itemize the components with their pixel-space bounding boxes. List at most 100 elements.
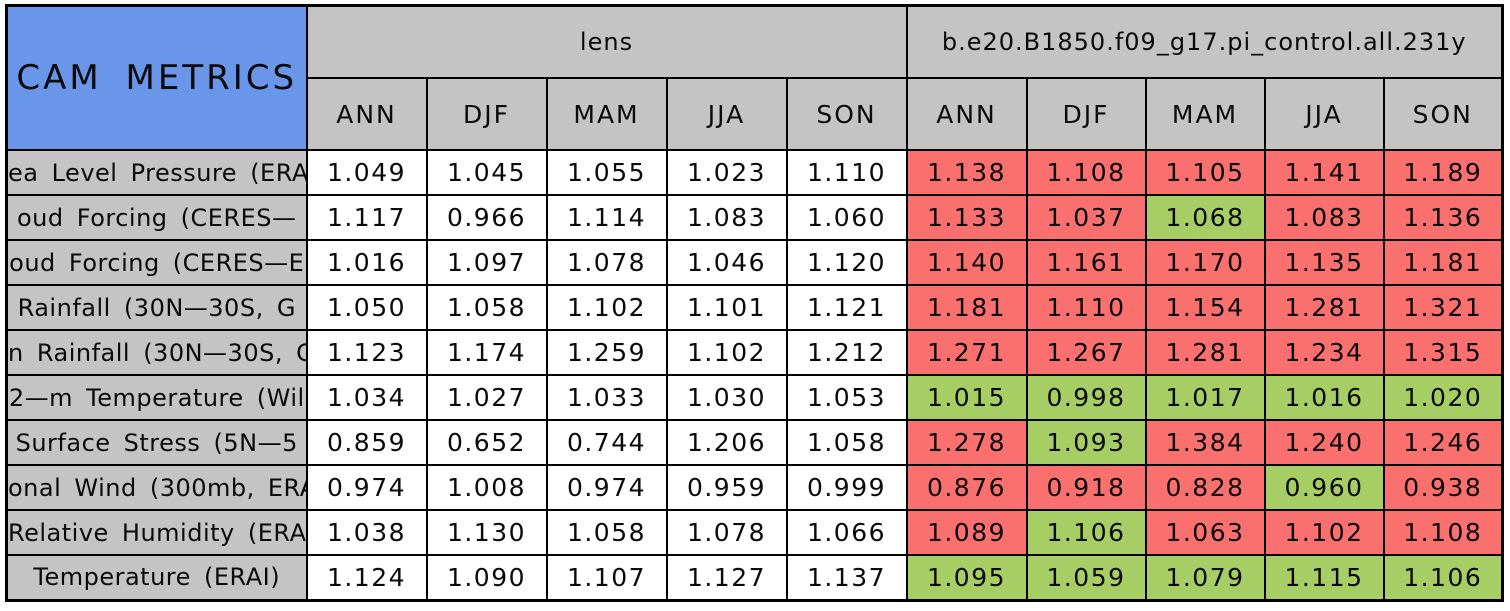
column-header-lens-son: SON (785, 77, 908, 151)
control-value-cell: 1.059 (1025, 554, 1147, 601)
control-value-cell: 0.828 (1144, 464, 1266, 511)
lens-value-cell: 0.974 (545, 464, 668, 511)
lens-value-cell: 1.066 (785, 509, 908, 556)
lens-value-cell: 1.055 (545, 149, 668, 196)
table-row: Temperature (ERAI) 1.124 1.090 1.107 1.127 1.… (5, 554, 1504, 601)
lens-value-cell: 1.053 (785, 374, 908, 421)
lens-value-cell: 1.033 (545, 374, 668, 421)
table-row: n Rainfall (30N—30S, G 1.123 1.174 1.259 1.1… (5, 329, 1504, 376)
control-value-cell: 1.089 (905, 509, 1028, 556)
lens-value-cell: 1.083 (665, 194, 788, 241)
column-header-lens-mam: MAM (545, 77, 668, 151)
control-value-cell: 1.016 (1263, 374, 1385, 421)
cam-metrics-table: CAM METRICS lens b.e20.B1850.f09_g17.pi_… (5, 4, 1504, 602)
control-value-cell: 1.267 (1025, 329, 1147, 376)
lens-value-cell: 1.114 (545, 194, 668, 241)
control-value-cell: 1.271 (905, 329, 1028, 376)
control-value-cell: 1.321 (1382, 284, 1504, 331)
lens-value-cell: 1.034 (305, 374, 428, 421)
control-value-cell: 1.079 (1144, 554, 1266, 601)
column-header-lens-djf: DJF (425, 77, 548, 151)
column-header-control-jja: JJA (1263, 77, 1385, 151)
control-value-cell: 1.181 (1382, 239, 1504, 286)
control-value-cell: 1.063 (1144, 509, 1266, 556)
control-value-cell: 1.189 (1382, 149, 1504, 196)
section-header-row: CAM METRICS lens b.e20.B1850.f09_g17.pi_… (5, 4, 1504, 151)
lens-value-cell: 1.045 (425, 149, 548, 196)
lens-value-cell: 1.121 (785, 284, 908, 331)
control-value-cell: 1.106 (1025, 509, 1147, 556)
control-value-cell: 1.141 (1263, 149, 1385, 196)
lens-value-cell: 1.102 (665, 329, 788, 376)
control-value-cell: 1.133 (905, 194, 1028, 241)
control-value-cell: 0.960 (1263, 464, 1385, 511)
control-value-cell: 1.135 (1263, 239, 1385, 286)
lens-value-cell: 1.110 (785, 149, 908, 196)
control-value-cell: 1.093 (1025, 419, 1147, 466)
lens-value-cell: 1.060 (785, 194, 908, 241)
lens-value-cell: 0.974 (305, 464, 428, 511)
lens-value-cell: 1.107 (545, 554, 668, 601)
lens-value-cell: 1.090 (425, 554, 548, 601)
control-value-cell: 0.876 (905, 464, 1028, 511)
lens-value-cell: 1.102 (545, 284, 668, 331)
lens-value-cell: 1.120 (785, 239, 908, 286)
row-label: Relative Humidity (ERAI (5, 509, 308, 556)
lens-value-cell: 1.206 (665, 419, 788, 466)
lens-value-cell: 1.049 (305, 149, 428, 196)
control-value-cell: 1.017 (1144, 374, 1266, 421)
row-label: Rainfall (30N—30S, G (5, 284, 308, 331)
control-value-cell: 0.998 (1025, 374, 1147, 421)
control-value-cell: 1.240 (1263, 419, 1385, 466)
control-value-cell: 1.384 (1144, 419, 1266, 466)
table-row: ea Level Pressure (ERA 1.049 1.045 1.055 1.0… (5, 149, 1504, 196)
lens-value-cell: 1.058 (425, 284, 548, 331)
lens-value-cell: 1.058 (785, 419, 908, 466)
lens-value-cell: 1.127 (665, 554, 788, 601)
column-header-control-ann: ANN (905, 77, 1028, 151)
season-header-row: ANN DJF MAM JJA SON ANN DJF MAM JJA SON (7, 77, 1504, 151)
lens-value-cell: 1.016 (305, 239, 428, 286)
column-header-control-djf: DJF (1025, 77, 1147, 151)
lens-value-cell: 1.058 (545, 509, 668, 556)
row-label: Surface Stress (5N—5 (5, 419, 308, 466)
control-value-cell: 1.108 (1025, 149, 1147, 196)
control-value-cell: 1.246 (1382, 419, 1504, 466)
lens-value-cell: 0.966 (425, 194, 548, 241)
lens-value-cell: 1.259 (545, 329, 668, 376)
section-header-pi-control: b.e20.B1850.f09_g17.pi_control.all.231y (905, 4, 1504, 79)
table-row: Relative Humidity (ERAI 1.038 1.130 1.058 1.… (5, 509, 1504, 556)
lens-value-cell: 0.959 (665, 464, 788, 511)
row-label: onal Wind (300mb, ERA (5, 464, 308, 511)
lens-value-cell: 1.101 (665, 284, 788, 331)
lens-value-cell: 1.117 (305, 194, 428, 241)
control-value-cell: 1.020 (1382, 374, 1504, 421)
row-label: 2—m Temperature (Wil (5, 374, 308, 421)
control-value-cell: 1.281 (1263, 284, 1385, 331)
control-value-cell: 1.161 (1025, 239, 1147, 286)
control-value-cell: 1.170 (1144, 239, 1266, 286)
row-label: n Rainfall (30N—30S, G (5, 329, 308, 376)
table-row: oud Forcing (CERES—E 1.016 1.097 1.078 1.046… (5, 239, 1504, 286)
lens-value-cell: 1.174 (425, 329, 548, 376)
lens-value-cell: 1.130 (425, 509, 548, 556)
control-value-cell: 1.105 (1144, 149, 1266, 196)
lens-value-cell: 1.078 (545, 239, 668, 286)
lens-value-cell: 1.137 (785, 554, 908, 601)
row-label: oud Forcing (CERES—E (5, 239, 308, 286)
control-value-cell: 1.115 (1263, 554, 1385, 601)
lens-value-cell: 1.046 (665, 239, 788, 286)
column-header-control-son: SON (1382, 77, 1504, 151)
column-header-lens-jja: JJA (665, 77, 788, 151)
lens-value-cell: 0.652 (425, 419, 548, 466)
lens-value-cell: 1.097 (425, 239, 548, 286)
lens-value-cell: 1.212 (785, 329, 908, 376)
table-row: oud Forcing (CERES— 1.117 0.966 1.114 1.083 1… (5, 194, 1504, 241)
control-value-cell: 1.138 (905, 149, 1028, 196)
control-value-cell: 1.181 (905, 284, 1028, 331)
section-header-lens: lens (305, 4, 908, 79)
control-value-cell: 1.015 (905, 374, 1028, 421)
lens-value-cell: 1.008 (425, 464, 548, 511)
control-value-cell: 1.110 (1025, 284, 1147, 331)
